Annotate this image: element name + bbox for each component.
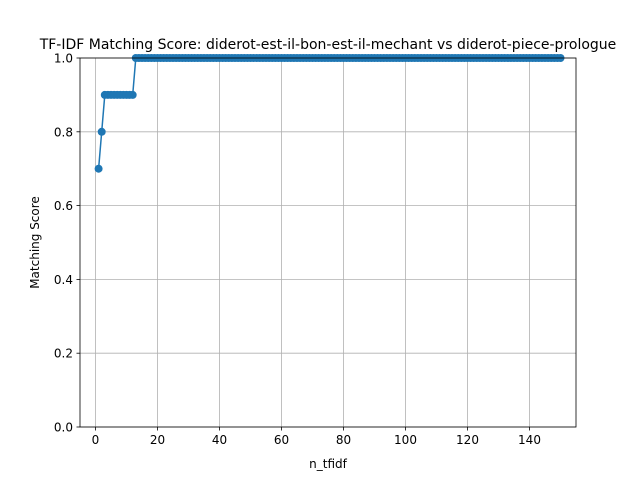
y-tick-label: 0.2 (54, 347, 73, 361)
plot-area (80, 58, 576, 427)
x-tick-label: 140 (518, 433, 541, 447)
x-tick-label: 20 (150, 433, 165, 447)
x-tick-label: 0 (92, 433, 100, 447)
x-tick-label: 40 (212, 433, 227, 447)
x-tick-label: 80 (336, 433, 351, 447)
axes-frame (79, 57, 577, 428)
x-tick-label: 60 (274, 433, 289, 447)
x-tick-label: 120 (456, 433, 479, 447)
y-axis-label: Matching Score (28, 196, 42, 289)
y-tick-label: 0.6 (54, 199, 73, 213)
y-tick-label: 0.0 (54, 421, 73, 435)
data-point (128, 90, 137, 99)
x-axis-label: n_tfidf (309, 457, 347, 471)
y-tick-label: 1.0 (54, 52, 73, 66)
y-tick-label: 0.8 (54, 125, 73, 139)
data-point (97, 127, 106, 136)
y-tick-label: 0.4 (54, 273, 73, 287)
data-point (94, 164, 103, 173)
chart-title: TF-IDF Matching Score: diderot-est-il-bo… (39, 37, 617, 53)
x-tick-label: 100 (394, 433, 417, 447)
ticks: 0 20 40 60 80 100 120 140 0.0 0.2 0.4 0.6 0.8 1.0 (54, 52, 541, 448)
